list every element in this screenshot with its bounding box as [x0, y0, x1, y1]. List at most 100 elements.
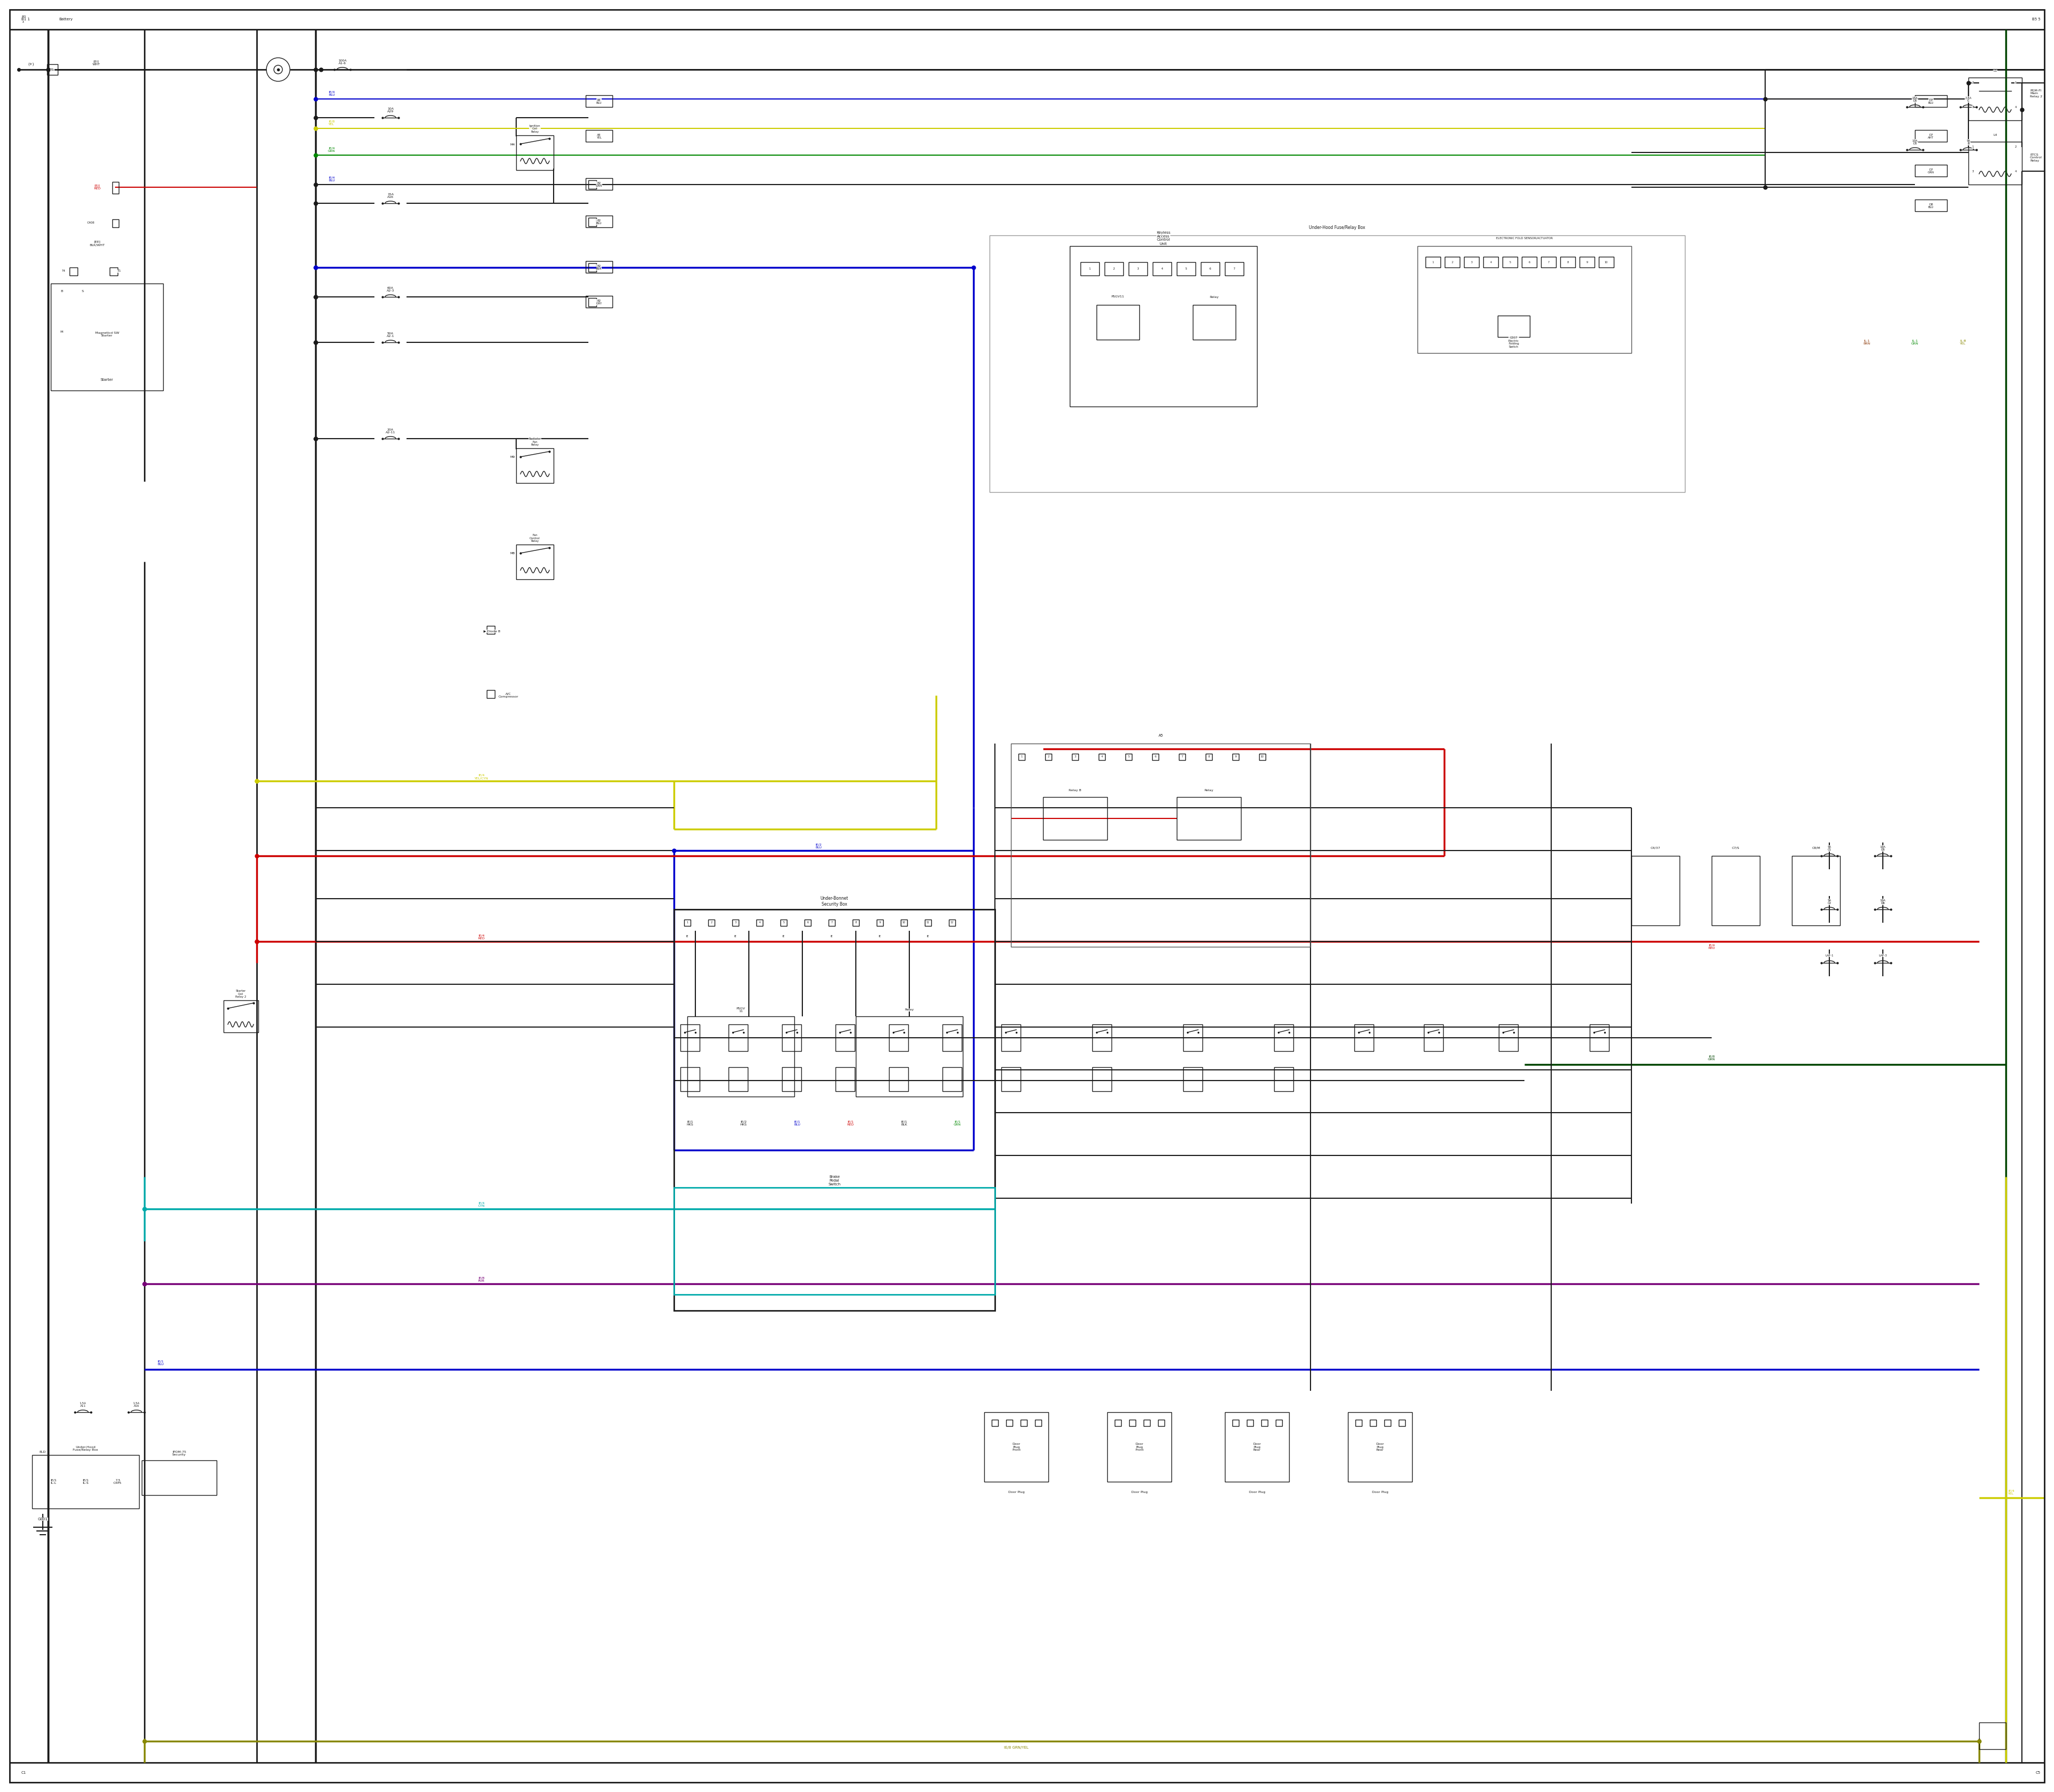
Text: T1: T1 — [51, 68, 55, 72]
Bar — [1425, 256, 1440, 267]
Text: 10: 10 — [902, 921, 906, 925]
Bar — [1115, 1419, 1121, 1426]
Bar — [1080, 262, 1099, 276]
Text: Relay: Relay — [1204, 788, 1214, 792]
Text: [EE]
BLK/WHT: [EE] BLK/WHT — [90, 240, 105, 246]
Text: 100A
A1-6: 100A A1-6 — [339, 59, 347, 65]
Text: B2
GRN: B2 GRN — [596, 181, 602, 188]
Text: 15A
A16: 15A A16 — [388, 194, 394, 199]
Text: Fan
Control
Relay: Fan Control Relay — [530, 534, 540, 543]
Text: LAF-1: LAF-1 — [1826, 953, 1834, 957]
Text: IE/4
RED: IE/4 RED — [479, 934, 485, 941]
Bar — [1247, 1419, 1253, 1426]
Bar — [1202, 262, 1220, 276]
Text: ELECTRONIC FOLD SENSOR/ACTUATOR: ELECTRONIC FOLD SENSOR/ACTUATOR — [1495, 237, 1553, 240]
Text: 1.5A
A11: 1.5A A11 — [80, 1401, 86, 1407]
Bar — [142, 1460, 216, 1495]
Bar — [1497, 315, 1530, 337]
Bar — [1070, 246, 1257, 407]
Bar — [1417, 246, 1631, 353]
Text: D8
BLU: D8 BLU — [1929, 202, 1933, 210]
Text: Relay: Relay — [1210, 296, 1218, 297]
Text: A5: A5 — [1158, 735, 1163, 737]
Bar — [113, 181, 119, 194]
Bar — [1107, 1412, 1171, 1482]
Bar — [1177, 262, 1195, 276]
Bar — [585, 262, 612, 272]
Text: [EJ]
RED: [EJ] RED — [94, 185, 101, 190]
Text: 10: 10 — [1604, 262, 1608, 263]
Bar — [1914, 199, 1947, 211]
Text: B5 5: B5 5 — [2031, 18, 2040, 22]
Text: PSGV
11: PSGV 11 — [737, 1007, 746, 1012]
Text: IE/1
HKS: IE/1 HKS — [686, 1120, 694, 1125]
Text: 10A
D5: 10A D5 — [1912, 140, 1918, 145]
Bar — [1465, 256, 1479, 267]
Text: IE/4
RED: IE/4 RED — [1709, 944, 1715, 950]
Bar — [1232, 1419, 1239, 1426]
Text: 60A
A2-3: 60A A2-3 — [386, 287, 394, 292]
Bar — [1006, 1419, 1013, 1426]
Text: IE/1
IL-S: IE/1 IL-S — [82, 1478, 88, 1484]
Bar — [836, 1025, 854, 1052]
Bar — [852, 919, 859, 926]
Bar — [680, 1068, 700, 1091]
Bar — [585, 296, 612, 308]
Text: Battery: Battery — [60, 18, 72, 22]
Bar — [1261, 1419, 1267, 1426]
Text: Magneticd SW
Starter: Magneticd SW Starter — [94, 332, 119, 337]
Bar — [1914, 165, 1947, 177]
Bar — [51, 283, 162, 391]
Text: 10A
D6: 10A D6 — [1879, 900, 1886, 905]
Bar — [756, 919, 762, 926]
Text: A/C
Compressor: A/C Compressor — [497, 692, 518, 699]
Text: D7
AHT: D7 AHT — [1929, 134, 1935, 140]
Bar — [1273, 1025, 1294, 1052]
Text: C408: C408 — [86, 222, 94, 224]
Text: Door Plug: Door Plug — [1009, 1491, 1025, 1495]
Text: B2
BLU: B2 BLU — [596, 219, 602, 224]
Bar — [1093, 1025, 1111, 1052]
Bar — [1580, 256, 1594, 267]
Text: 1.5A
A16: 1.5A A16 — [134, 1401, 140, 1407]
Bar — [1522, 256, 1536, 267]
Text: Door Plug: Door Plug — [1372, 1491, 1389, 1495]
Text: IL-B
YEL: IL-B YEL — [1960, 339, 1966, 346]
Text: ▶ Diode B: ▶ Diode B — [483, 629, 501, 633]
Text: T1: T1 — [117, 271, 121, 272]
Bar — [585, 131, 612, 142]
Bar — [1483, 256, 1497, 267]
Text: 11: 11 — [926, 921, 930, 925]
Bar — [1276, 1419, 1282, 1426]
Bar — [1177, 797, 1241, 840]
Text: (+): (+) — [29, 63, 35, 66]
Text: 7.5A
C: 7.5A C — [1966, 97, 1972, 102]
Text: M4: M4 — [509, 143, 516, 145]
Text: B2
BLK: B2 BLK — [596, 265, 602, 271]
Text: IE/4
CYN: IE/4 CYN — [479, 1202, 485, 1208]
Bar — [1019, 754, 1025, 760]
Text: C1: C1 — [21, 1770, 27, 1774]
Text: Brake
Pedal
Switch: Brake Pedal Switch — [828, 1176, 840, 1186]
Text: C7/S: C7/S — [1732, 846, 1740, 849]
Text: IE: IE — [733, 935, 737, 937]
Bar — [990, 235, 1684, 493]
Bar — [1540, 256, 1557, 267]
Bar — [47, 65, 58, 75]
Bar — [1423, 1025, 1444, 1052]
Text: M9: M9 — [509, 455, 516, 459]
Text: T4: T4 — [62, 271, 66, 272]
Bar — [1144, 1419, 1150, 1426]
Text: PGM-FI
Main
Relay 2: PGM-FI Main Relay 2 — [2029, 90, 2042, 99]
Bar — [1968, 77, 2021, 120]
Text: IE: IE — [926, 935, 928, 937]
Text: IE/4
YEL: IE/4 YEL — [2009, 1489, 2015, 1495]
Bar — [587, 217, 596, 226]
Bar — [684, 919, 690, 926]
Text: C8/M: C8/M — [1812, 846, 1820, 849]
Bar — [1021, 1419, 1027, 1426]
Text: Starter
Coil
Relay 2: Starter Coil Relay 2 — [236, 989, 246, 998]
Bar — [585, 95, 612, 108]
Bar — [587, 263, 596, 272]
Text: IE/4
YEL/CYN: IE/4 YEL/CYN — [474, 774, 489, 780]
